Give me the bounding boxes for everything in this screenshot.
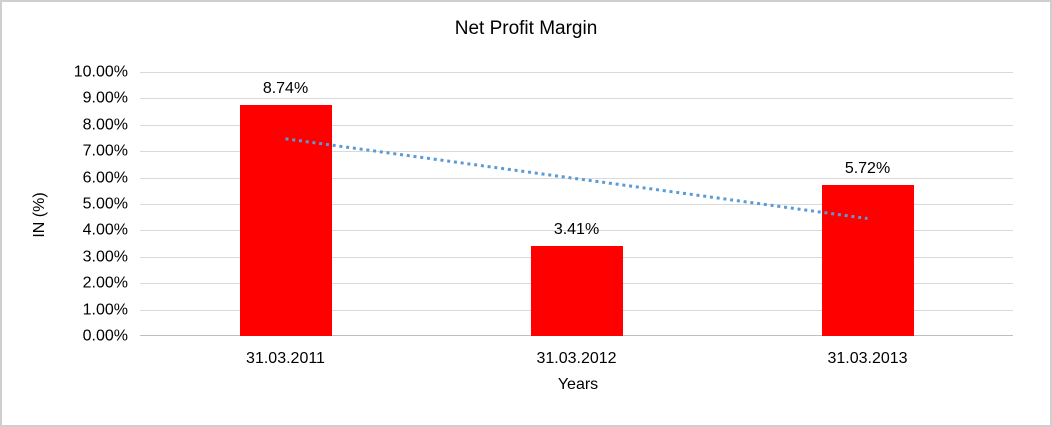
bar [821,184,914,336]
y-axis-tick-label: 0.00% [82,327,128,345]
bar [239,105,332,336]
bar [530,245,623,336]
gridline [140,124,1013,126]
x-axis-title: Years [557,376,599,393]
y-axis-tick-label: 6.00% [82,169,128,187]
chart-title: Net Profit Margin [454,18,598,39]
bar-data-label: 5.72% [844,159,891,177]
y-axis-tick-label: 3.00% [82,248,128,266]
x-axis-tick-label: 31.03.2013 [827,350,908,367]
x-axis-tick-label: 31.03.2011 [246,350,325,367]
plot-area [140,72,1013,336]
y-axis-tick-label: 2.00% [82,274,128,292]
y-axis-tick-label: 1.00% [82,301,128,319]
y-axis-tick-label: 7.00% [82,142,128,160]
y-axis-tick-label: 8.00% [82,116,128,134]
y-axis-tick-label: 9.00% [82,89,128,107]
gridline [140,72,1013,73]
y-axis-tick-label: 10.00% [73,63,128,81]
x-axis-tick-label: 31.03.2012 [536,350,617,367]
y-axis-tick-label: 4.00% [82,221,128,239]
bar-data-label: 8.74% [262,80,309,98]
bar-data-label: 3.41% [553,220,600,238]
y-axis-tick-label: 5.00% [82,195,128,213]
gridline [140,98,1013,100]
gridline [140,230,1013,232]
